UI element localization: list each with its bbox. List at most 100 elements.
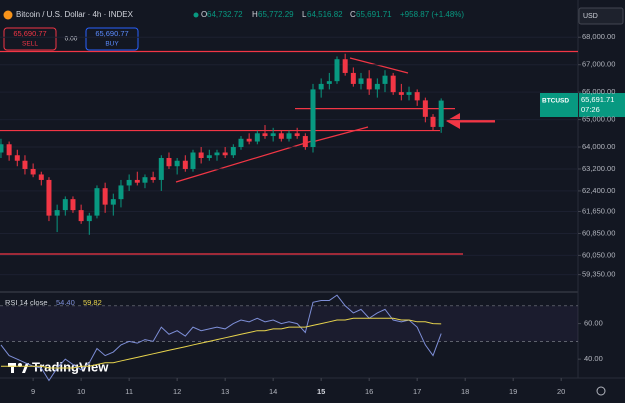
buy-button[interactable] [85,27,139,51]
arrow [446,113,495,129]
candle-body [134,179,140,183]
x-tick-label: 13 [221,387,229,396]
buy-price: 65,690.77 [95,29,128,38]
open-value: 64,732.72 [207,10,243,19]
candle-body [318,83,324,90]
y-tick-label: 59,350.00 [582,270,615,279]
x-tick-label: 19 [509,387,517,396]
high-label: H [252,10,258,19]
x-tick-label: 18 [461,387,469,396]
y-tick-label: 60,050.00 [582,250,615,259]
candle-body [334,59,340,82]
candle-body [54,210,60,216]
close-label: C [350,10,356,19]
candle-body [286,133,292,139]
candle-body [126,179,132,186]
trend-line [311,126,369,143]
candle-body [118,185,124,200]
candle-body [254,133,260,142]
candle-body [6,144,12,156]
sell-price: 65,690.77 [13,29,46,38]
candle-body [230,147,236,156]
trend-line [349,57,409,74]
candle-body [422,100,428,117]
price-tag-symbol: BTCUSD [542,98,569,105]
candle-body [0,144,4,153]
rsi-line [0,294,442,382]
x-tick-label: 15 [317,387,325,396]
y-tick-label: 64,000.00 [582,142,615,151]
candle-body [278,133,284,139]
candle-body [350,72,356,84]
candle-body [38,174,44,180]
candle-body [46,179,52,216]
candle-body [294,133,300,137]
candle-body [174,160,180,167]
candle-body [158,157,164,180]
status-dot [193,12,199,18]
open-label: O [201,10,207,19]
rsi-band-fill [0,305,578,342]
trend-line [175,140,313,183]
candle-body [78,210,84,222]
y-tick-label: 66,000.00 [582,87,615,96]
high-value: 65,772.29 [258,10,294,19]
x-tick-label: 10 [77,387,85,396]
candle-body [398,92,404,95]
close-value: 65,691.71 [356,10,392,19]
x-tick-label: 20 [557,387,565,396]
buy-label: BUY [105,41,119,48]
low-label: L [302,10,307,19]
rsi-title: RSI 14 close [5,298,48,307]
candle-body [62,199,68,211]
y-tick-label: 40.00 [584,354,603,363]
rsi-value: 54.40 [56,298,75,307]
price-tag-price: 65,691.71 [581,95,614,104]
sell-button[interactable] [3,27,57,51]
y-tick-label: 68,000.00 [582,32,615,41]
change-value: +958.87 (+1.48%) [400,10,464,19]
candle-body [374,83,380,90]
candle-body [182,160,188,169]
symbol-title[interactable]: Bitcoin / U.S. Dollar · 4h · INDEX [16,10,134,19]
price-tag [579,93,625,117]
candle-body [30,168,36,175]
rsi-line [0,317,442,369]
x-tick-label: 9 [31,387,35,396]
candle-body [342,59,348,73]
candle-body [22,160,28,169]
candle-body [166,157,172,167]
candle-body [326,81,332,84]
x-tick-label: 17 [413,387,421,396]
candle-body [430,116,436,127]
currency: USD [583,13,598,20]
candle-body [110,199,116,205]
x-tick-label: 14 [269,387,277,396]
symbol-icon [3,10,13,20]
x-tick-label: 16 [365,387,373,396]
rsi-ma-value: 59.82 [83,298,102,307]
candle-body [102,188,108,205]
candle-body [70,199,76,211]
candle-body [414,92,420,101]
y-tick-label: 62,400.00 [582,186,615,195]
x-tick-label: 11 [125,387,133,396]
currency-box[interactable] [578,7,624,25]
candle-body [310,89,316,148]
y-tick-label: 60,850.00 [582,228,615,237]
candle-body [238,138,244,148]
candle-body [270,133,276,137]
sell-label: SELL [22,41,38,48]
settings-icon[interactable] [596,386,606,396]
y-tick-label: 67,000.00 [582,60,615,69]
candle-body [366,78,372,90]
price-tag-countdown: 07:26 [581,105,600,114]
candle-body [358,78,364,84]
spread: 0.00 [65,36,78,43]
x-tick-label: 12 [173,387,181,396]
candle-body [222,152,228,156]
candle-body [382,75,388,84]
low-value: 64,516.82 [307,10,343,19]
